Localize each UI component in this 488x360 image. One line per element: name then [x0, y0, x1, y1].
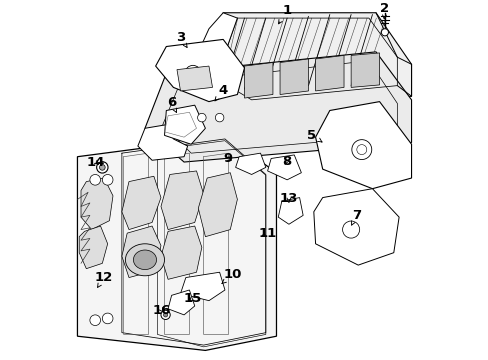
Polygon shape	[164, 105, 205, 144]
Polygon shape	[278, 198, 303, 224]
Polygon shape	[244, 63, 272, 98]
Text: 13: 13	[279, 192, 298, 205]
Polygon shape	[122, 176, 161, 230]
Circle shape	[351, 140, 371, 159]
Polygon shape	[138, 125, 187, 160]
Polygon shape	[81, 178, 113, 230]
Polygon shape	[267, 155, 301, 180]
Circle shape	[356, 145, 366, 154]
Circle shape	[90, 175, 101, 185]
Circle shape	[97, 162, 108, 173]
Circle shape	[161, 310, 170, 319]
Circle shape	[90, 315, 101, 325]
Text: 12: 12	[95, 271, 113, 287]
Text: 3: 3	[176, 31, 187, 48]
Polygon shape	[315, 55, 344, 91]
Polygon shape	[350, 53, 379, 87]
Text: 7: 7	[351, 209, 360, 225]
Polygon shape	[168, 290, 194, 315]
Text: 1: 1	[278, 4, 291, 24]
Circle shape	[381, 29, 387, 36]
Polygon shape	[191, 13, 237, 89]
Circle shape	[102, 175, 113, 185]
Circle shape	[188, 69, 197, 77]
Circle shape	[102, 313, 113, 324]
Text: 15: 15	[183, 292, 202, 305]
Polygon shape	[155, 39, 244, 102]
Polygon shape	[280, 59, 308, 95]
Text: 2: 2	[380, 2, 388, 19]
Polygon shape	[235, 153, 265, 175]
Polygon shape	[161, 171, 203, 230]
Text: 4: 4	[215, 85, 227, 101]
Text: 8: 8	[281, 155, 290, 168]
Polygon shape	[77, 137, 276, 350]
Text: 10: 10	[222, 267, 242, 283]
Circle shape	[99, 165, 105, 170]
Polygon shape	[313, 189, 398, 265]
Polygon shape	[198, 173, 237, 237]
Polygon shape	[79, 226, 107, 269]
Ellipse shape	[133, 250, 156, 270]
Ellipse shape	[125, 244, 164, 276]
Text: 6: 6	[167, 96, 176, 112]
Polygon shape	[180, 272, 224, 301]
Circle shape	[342, 221, 359, 238]
Circle shape	[215, 113, 224, 122]
Circle shape	[163, 313, 167, 317]
Text: 16: 16	[153, 304, 171, 317]
Polygon shape	[315, 102, 411, 189]
Polygon shape	[177, 66, 212, 91]
Polygon shape	[144, 52, 411, 162]
Text: 9: 9	[223, 152, 231, 165]
Circle shape	[197, 113, 205, 122]
Polygon shape	[122, 226, 161, 278]
Circle shape	[185, 66, 201, 81]
Text: 14: 14	[86, 156, 105, 168]
Text: 11: 11	[258, 227, 276, 240]
Polygon shape	[161, 226, 202, 279]
Text: 5: 5	[307, 129, 321, 142]
Polygon shape	[198, 13, 411, 111]
